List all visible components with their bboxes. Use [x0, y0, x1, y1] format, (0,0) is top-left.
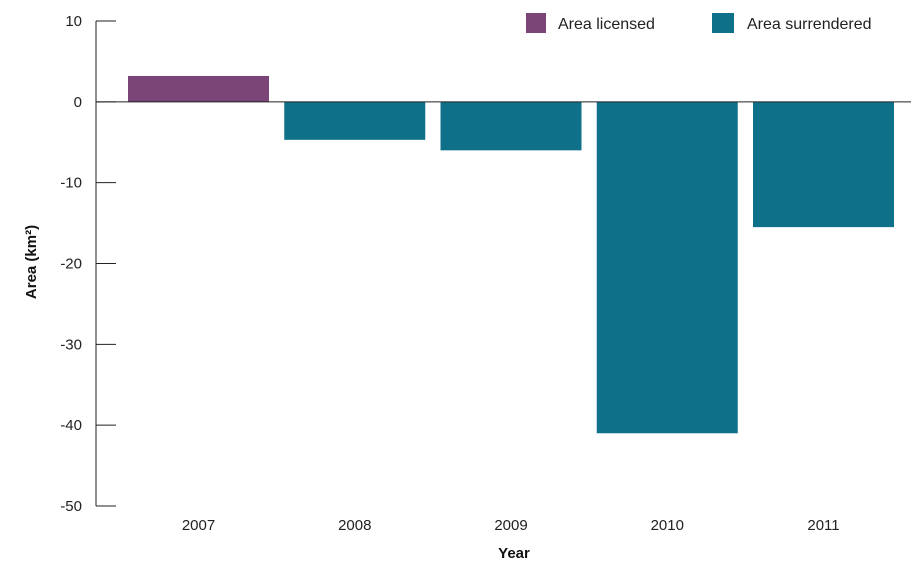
x-tick-label: 2007 — [182, 517, 215, 534]
legend-swatch-area-licensed — [526, 13, 546, 33]
legend-label-area-surrendered: Area surrendered — [747, 16, 872, 33]
x-tick-label: 2011 — [807, 517, 839, 534]
bar-2008 — [284, 101, 426, 140]
y-tick-label: -10 — [60, 175, 82, 192]
y-tick-label: -40 — [60, 417, 82, 434]
y-tick-label: -30 — [60, 336, 82, 353]
legend-label-area-licensed: Area licensed — [558, 16, 655, 33]
y-axis: 10 0 -10 -20 -30 -40 -50 — [60, 13, 116, 515]
x-axis-title: Year — [498, 545, 530, 561]
y-tick-label: 10 — [65, 13, 82, 30]
y-tick-label: -20 — [60, 256, 82, 273]
legend: Area licensed Area surrendered — [526, 13, 872, 33]
y-axis-title: Area (km²) — [23, 225, 40, 299]
x-tick-label: 2009 — [494, 517, 527, 534]
bar-2010 — [596, 101, 738, 434]
bar-2009 — [440, 101, 582, 151]
bars — [128, 75, 894, 434]
bar-2007 — [128, 75, 269, 102]
bar-2011 — [753, 101, 894, 228]
y-tick-label: 0 — [74, 94, 82, 111]
x-axis-labels: 2007 2008 2009 2010 2011 — [182, 517, 840, 534]
x-tick-label: 2010 — [651, 517, 684, 534]
legend-swatch-area-surrendered — [712, 13, 734, 33]
x-tick-label: 2008 — [338, 517, 371, 534]
y-tick-label: -50 — [60, 498, 82, 515]
